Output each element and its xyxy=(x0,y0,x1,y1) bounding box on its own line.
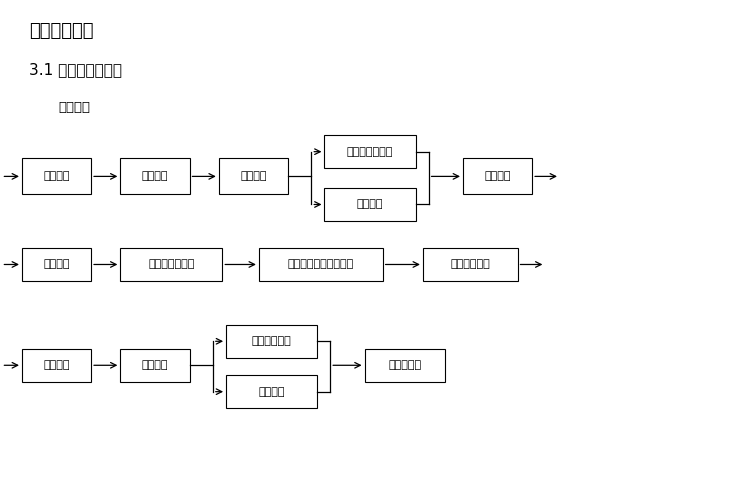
Text: 三、施工工艺: 三、施工工艺 xyxy=(29,22,93,40)
FancyBboxPatch shape xyxy=(324,135,416,168)
FancyBboxPatch shape xyxy=(22,248,91,281)
FancyBboxPatch shape xyxy=(259,248,383,281)
FancyBboxPatch shape xyxy=(324,188,416,221)
FancyBboxPatch shape xyxy=(423,248,518,281)
FancyBboxPatch shape xyxy=(120,248,222,281)
Text: 支管及阀件、部件安装: 支管及阀件、部件安装 xyxy=(288,260,354,269)
FancyBboxPatch shape xyxy=(120,349,190,382)
FancyBboxPatch shape xyxy=(22,349,91,382)
Text: 放线定位: 放线定位 xyxy=(240,171,267,181)
Text: 支架安装: 支架安装 xyxy=(43,260,70,269)
Text: 管网冲洗: 管网冲洗 xyxy=(141,360,168,370)
FancyBboxPatch shape xyxy=(120,158,190,194)
FancyBboxPatch shape xyxy=(219,158,288,194)
Text: 干管及阀件安装: 干管及阀件安装 xyxy=(148,260,195,269)
Text: 3.1 、系统施工流程: 3.1 、系统施工流程 xyxy=(29,62,122,77)
Text: 给水系统: 给水系统 xyxy=(58,101,90,114)
FancyBboxPatch shape xyxy=(463,158,532,194)
Text: 管道水压试验: 管道水压试验 xyxy=(451,260,490,269)
Text: 调试、验收: 调试、验收 xyxy=(388,360,421,370)
Text: 支架制作及防腐: 支架制作及防腐 xyxy=(347,147,393,156)
Text: 施工准备: 施工准备 xyxy=(43,171,70,181)
Text: 管网消毒: 管网消毒 xyxy=(43,360,70,370)
Text: 管道加工: 管道加工 xyxy=(356,200,383,209)
Text: 技术交底: 技术交底 xyxy=(141,171,168,181)
Text: 管道色环标识: 管道色环标识 xyxy=(252,336,292,346)
FancyBboxPatch shape xyxy=(226,325,317,358)
FancyBboxPatch shape xyxy=(226,375,317,408)
FancyBboxPatch shape xyxy=(22,158,91,194)
Text: 样板安装: 样板安装 xyxy=(484,171,511,181)
Text: 孔洞封堵: 孔洞封堵 xyxy=(258,387,285,396)
FancyBboxPatch shape xyxy=(364,349,445,382)
